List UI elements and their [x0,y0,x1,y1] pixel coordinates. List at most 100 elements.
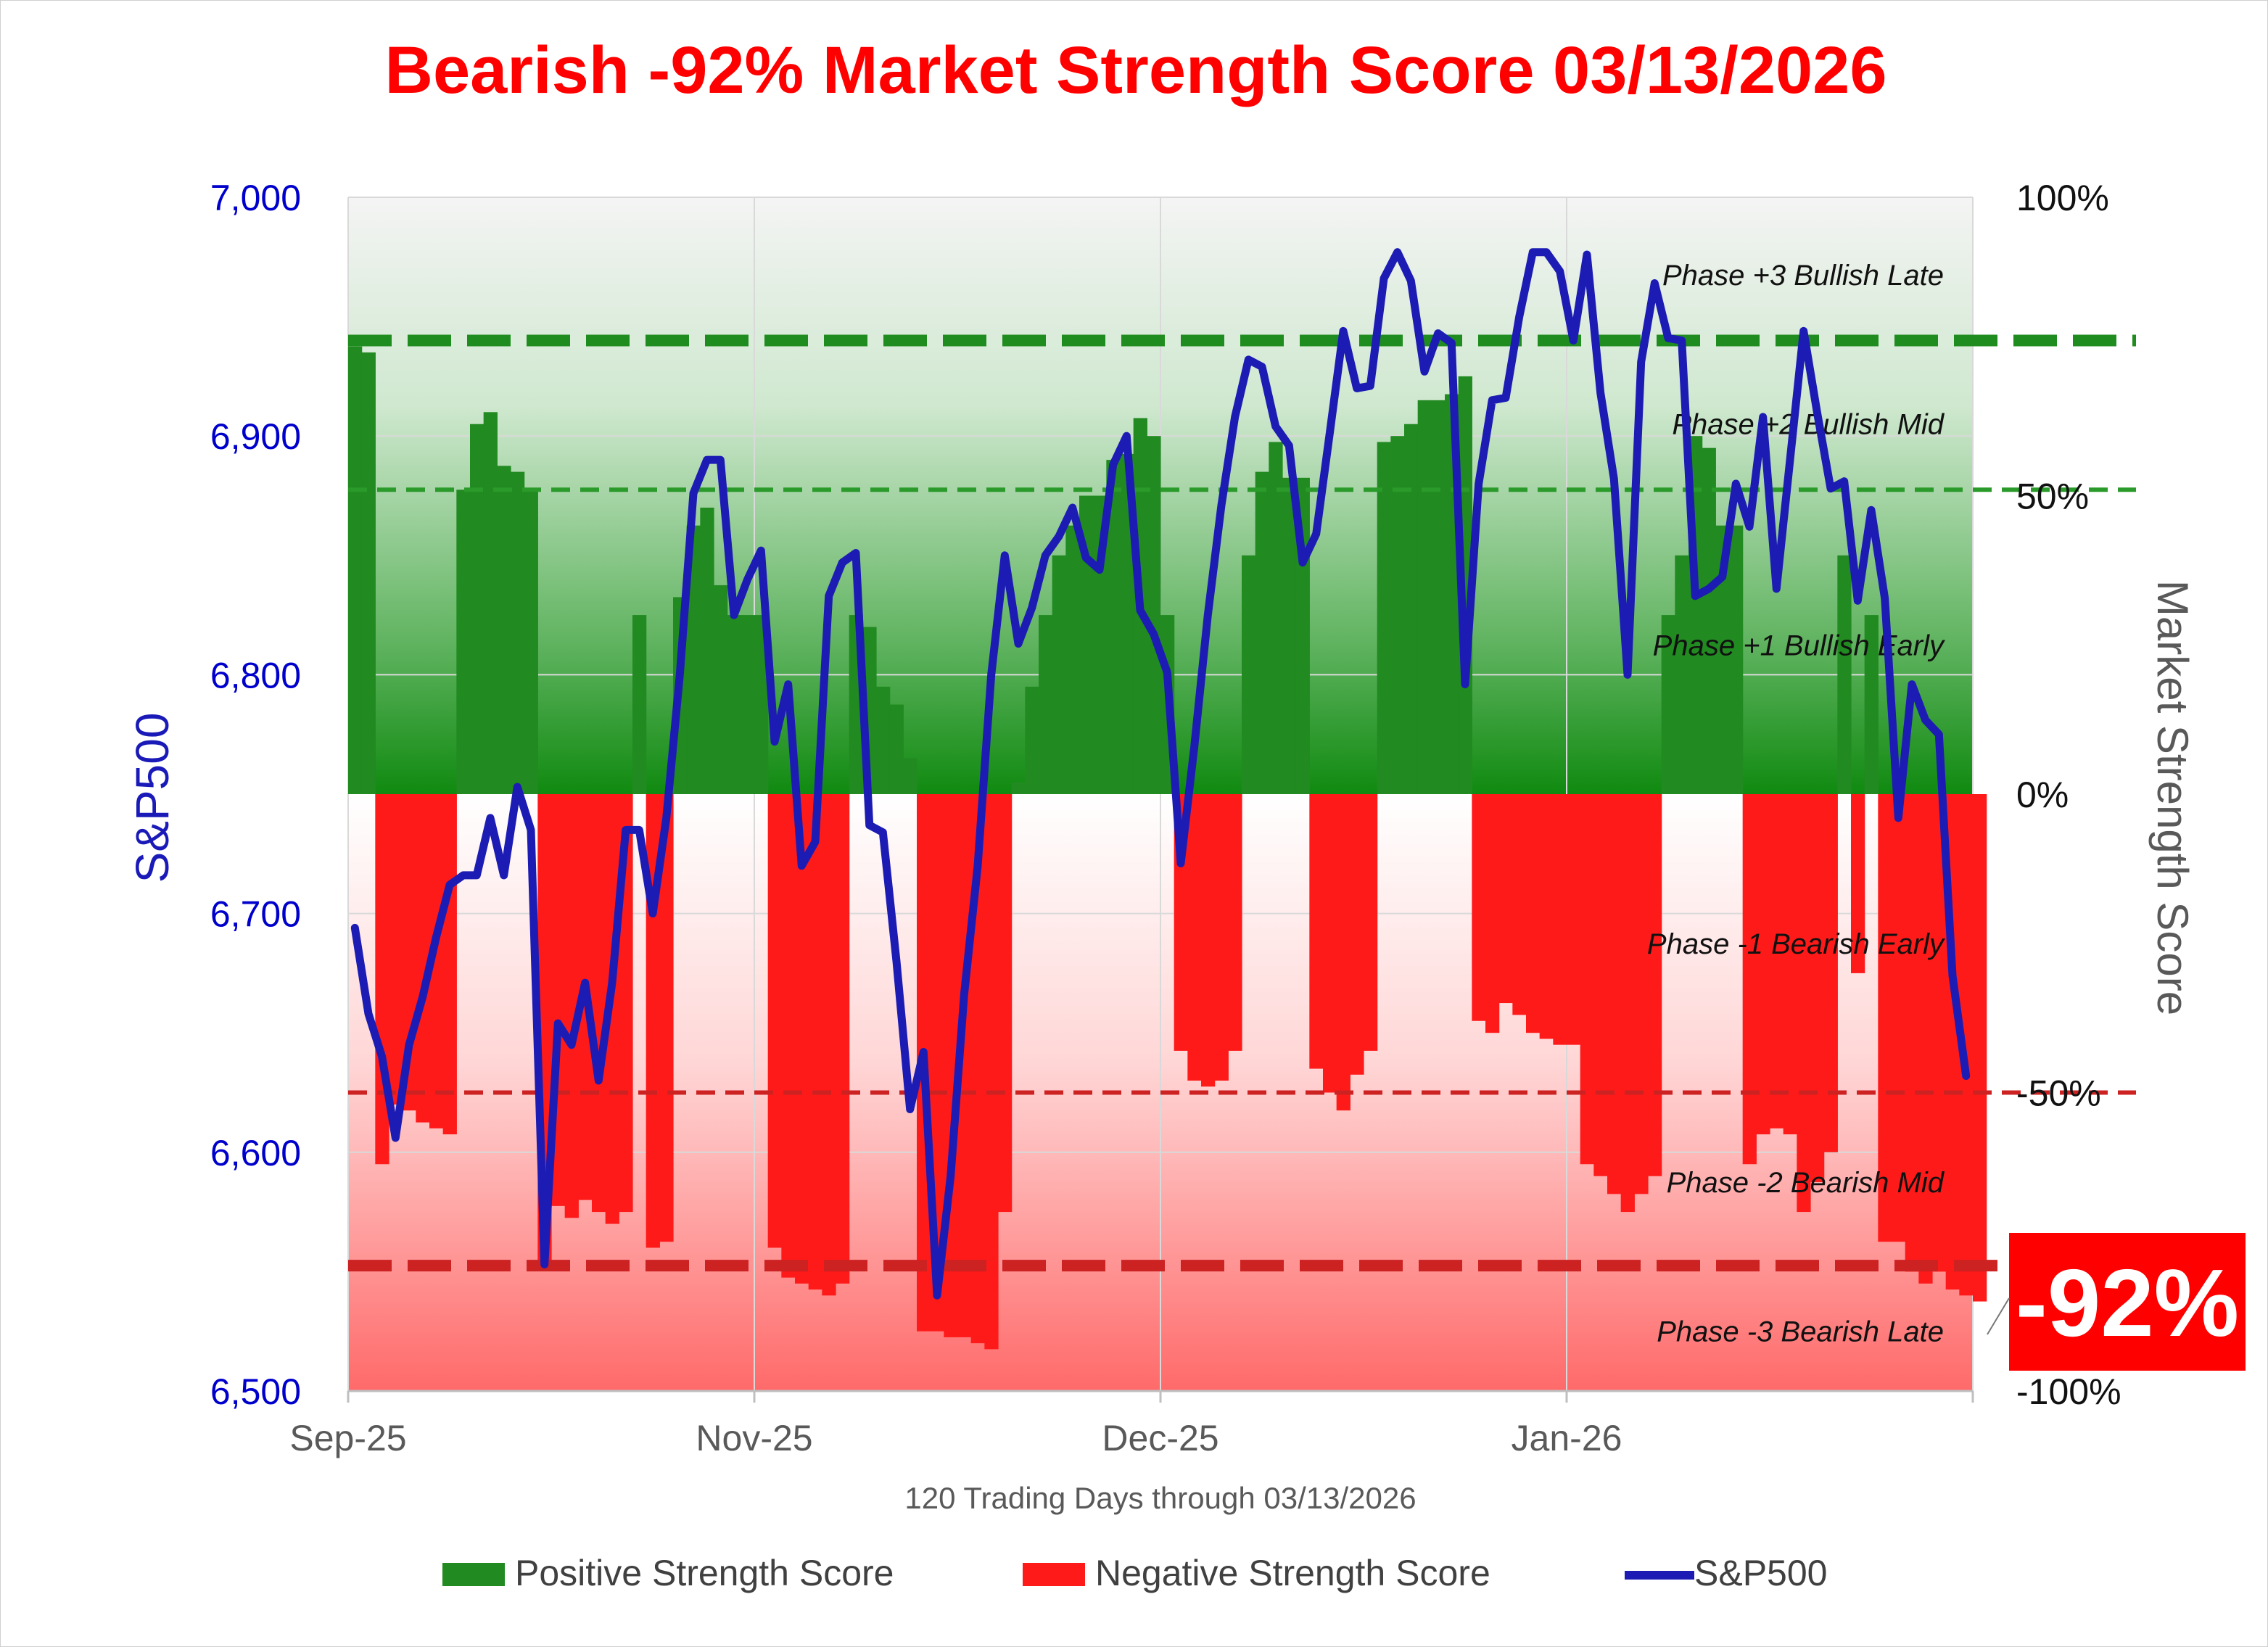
positive-strength-bar [1417,400,1432,794]
right-axis-title: Market Strength Score [2148,580,2197,1015]
negative-strength-bar [795,794,809,1284]
negative-strength-bar [1580,794,1594,1165]
negative-strength-bar [1783,794,1797,1135]
negative-strength-bar [822,794,836,1296]
negative-strength-bar [808,794,822,1290]
positive-strength-bar [497,466,511,794]
sp500-line [350,248,1971,1300]
right-axis-tick-label: 100% [2016,178,2109,218]
positive-strength-bar [1715,525,1730,794]
left-axis-tick-label: 6,600 [210,1133,301,1173]
positive-strength-bar [524,490,538,794]
negative-strength-bar [1485,794,1500,1033]
phase-label: Phase -3 Bearish Late [1657,1316,1944,1348]
positive-strength-bar [1729,525,1744,794]
positive-strength-bar [876,686,891,794]
phase-label: Phase +3 Bullish Late [1662,260,1944,292]
negative-strength-bar [564,794,579,1218]
positive-strength-bar [1377,442,1391,794]
positive-strength-bar [1065,525,1080,794]
negative-strength-bar [1878,794,1892,1242]
positive-strength-bar [903,758,917,794]
negative-strength-bar [1323,794,1337,1093]
phase-labels: Phase +3 Bullish Late Phase +2 Bullish Mi… [1647,260,1946,1348]
positive-strength-bar [1282,477,1297,794]
negative-strength-bar [442,794,457,1135]
phase-label: Phase -2 Bearish Mid [1667,1167,1945,1199]
positive-strength-bar [1025,686,1039,794]
negative-strength-bar [1309,794,1324,1069]
negative-strength-bar [984,794,999,1350]
current-value-label: -92% [2016,1250,2239,1356]
right-axis-tick-label: -100% [2016,1371,2121,1412]
negative-strength-bar [1526,794,1541,1033]
x-axis-tick-label: Jan-26 [1512,1418,1622,1458]
negative-strength-bar [1823,794,1838,1152]
right-axis-tick-label: 50% [2016,476,2089,517]
negative-strength-bar [1756,794,1770,1135]
negative-strength-bar [1634,794,1649,1194]
left-axis-tick-label: 7,000 [210,178,301,218]
legend-label-sp500: S&P500 [1694,1553,1827,1593]
positive-strength-bar [483,412,498,794]
positive-strength-bar [1431,400,1446,794]
positive-strength-bar [686,525,701,794]
positive-strength-bar [1458,376,1472,794]
negative-strength-bar [1918,794,1933,1284]
positive-strength-bar [1864,615,1879,794]
legend-label-positive: Positive Strength Score [515,1553,894,1593]
current-value-badge: -92% [2009,1233,2246,1371]
negative-strength-bar [389,794,403,1105]
positive-strength-bar [1039,615,1053,794]
positive-strength-bar [1106,460,1121,794]
reference-lines [348,334,2136,1272]
negative-strength-bar [1539,794,1554,1039]
left-axis-tick-label: 6,800 [210,655,301,695]
positive-strength-bar [1255,471,1269,794]
positive-strength-bar [361,352,376,795]
negative-strength-bar [767,794,782,1248]
positive-strength-bar [1837,555,1852,794]
sp500-line-group [350,248,1971,1300]
left-axis-tick-label: 6,700 [210,894,301,935]
positive-strength-bar [632,615,647,794]
x-axis-tick-label: Sep-25 [289,1418,406,1458]
x-axis-title: 120 Trading Days through 03/13/2026 [904,1481,1416,1515]
positive-strength-bar [456,490,471,794]
legend: Positive Strength Score Negative Strengt… [442,1553,1827,1593]
negative-strength-bar [1607,794,1622,1194]
negative-strength-bar [1959,794,1974,1296]
positive-strength-bar [1120,453,1134,794]
positive-strength-bar [1052,555,1066,794]
positive-strength-bar [1011,782,1026,794]
negative-strength-bar [1498,794,1513,1004]
phase-label: Phase +2 Bullish Mid [1672,409,1945,441]
left-axis-tick-label: 6,900 [210,416,301,457]
chart-title: Bearish -92% Market Strength Score 03/13… [385,33,1887,107]
positive-strength-bar [1675,555,1689,794]
positive-strength-bar [741,615,755,794]
right-axis-tick-label: -50% [2016,1073,2101,1114]
negative-strength-bar [1770,794,1784,1128]
negative-strength-bar [1567,794,1581,1045]
positive-strength-bar [1079,495,1094,794]
positive-strength-bar [727,615,741,794]
negative-strength-bar [1364,794,1378,1051]
x-axis-tick-label: Nov-25 [696,1418,812,1458]
phase-label: Phase +1 Bullish Early [1653,630,1946,661]
legend-swatch-negative [1023,1563,1085,1586]
negative-strength-bar [659,794,674,1242]
negative-strength-bar [1973,794,1987,1302]
negative-strength-bar [1512,794,1527,1015]
legend-label-negative: Negative Strength Score [1095,1553,1490,1593]
badge-leader-line [1987,1297,2010,1335]
left-axis-tick-label: 6,500 [210,1371,301,1412]
axes: 6,500 6,600 6,700 6,800 6,900 7,000 -100% -50% 0… [210,178,2121,1458]
positive-strength-bar [714,585,728,794]
positive-strength-bar [511,471,525,794]
negative-strength-bar [416,794,430,1123]
negative-strength-bar [1851,794,1865,973]
negative-strength-bar [1797,794,1811,1213]
negative-strength-bar [1593,794,1608,1176]
